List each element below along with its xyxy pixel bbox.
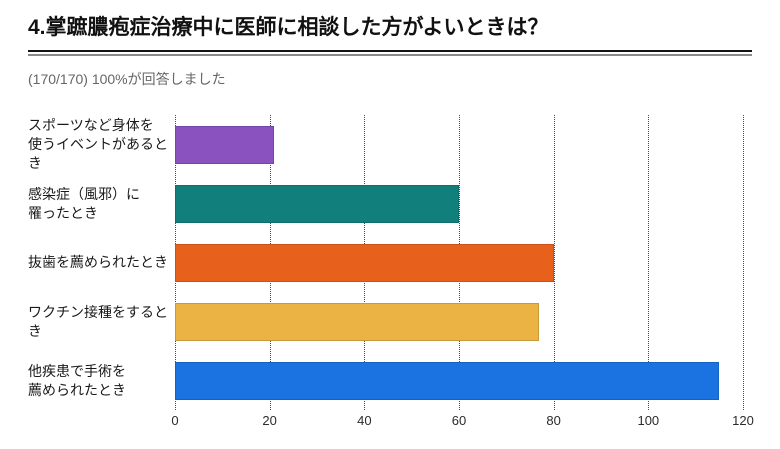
category-label: 抜歯を薦められたとき (28, 254, 168, 271)
bar-2 (175, 243, 554, 282)
x-tick-label: 0 (171, 413, 179, 428)
bar-3 (175, 302, 540, 341)
bar-4 (175, 361, 720, 400)
x-tick-label: 80 (546, 413, 561, 428)
category-label: 感染症（風邪）に 罹ったとき (28, 185, 140, 221)
x-tick-label: 40 (357, 413, 372, 428)
chart-header: 4.掌蹠膿疱症治療中に医師に相談した方がよいときは？ (170/170) 100… (28, 14, 752, 89)
gridline (553, 115, 555, 410)
x-tick-label: 120 (732, 413, 754, 428)
category-label: 他疾患で手術を 薦められたとき (28, 362, 126, 398)
x-tick-label: 20 (262, 413, 277, 428)
category-label: スポーツなど身体を 使うイベントがあるとき (28, 117, 168, 171)
gridline (743, 115, 744, 410)
title-divider (28, 50, 752, 57)
x-axis: 0 20 40 60 80 100 120 (171, 413, 753, 431)
response-rate-text: (170/170) 100%が回答しました (28, 71, 226, 88)
bar-0 (175, 125, 275, 164)
bar-1 (175, 184, 459, 223)
x-tick-label: 100 (637, 413, 660, 428)
category-labels: スポーツなど身体を 使うイベントがあるとき感染症（風邪）に 罹ったとき抜歯を薦め… (28, 115, 170, 410)
gridline (648, 115, 650, 410)
page-title: 4.掌蹠膿疱症治療中に医師に相談した方がよいときは？ (28, 16, 549, 39)
category-label: ワクチン接種をするとき (28, 303, 168, 339)
x-tick-label: 60 (451, 413, 467, 428)
plot-area (175, 115, 744, 410)
